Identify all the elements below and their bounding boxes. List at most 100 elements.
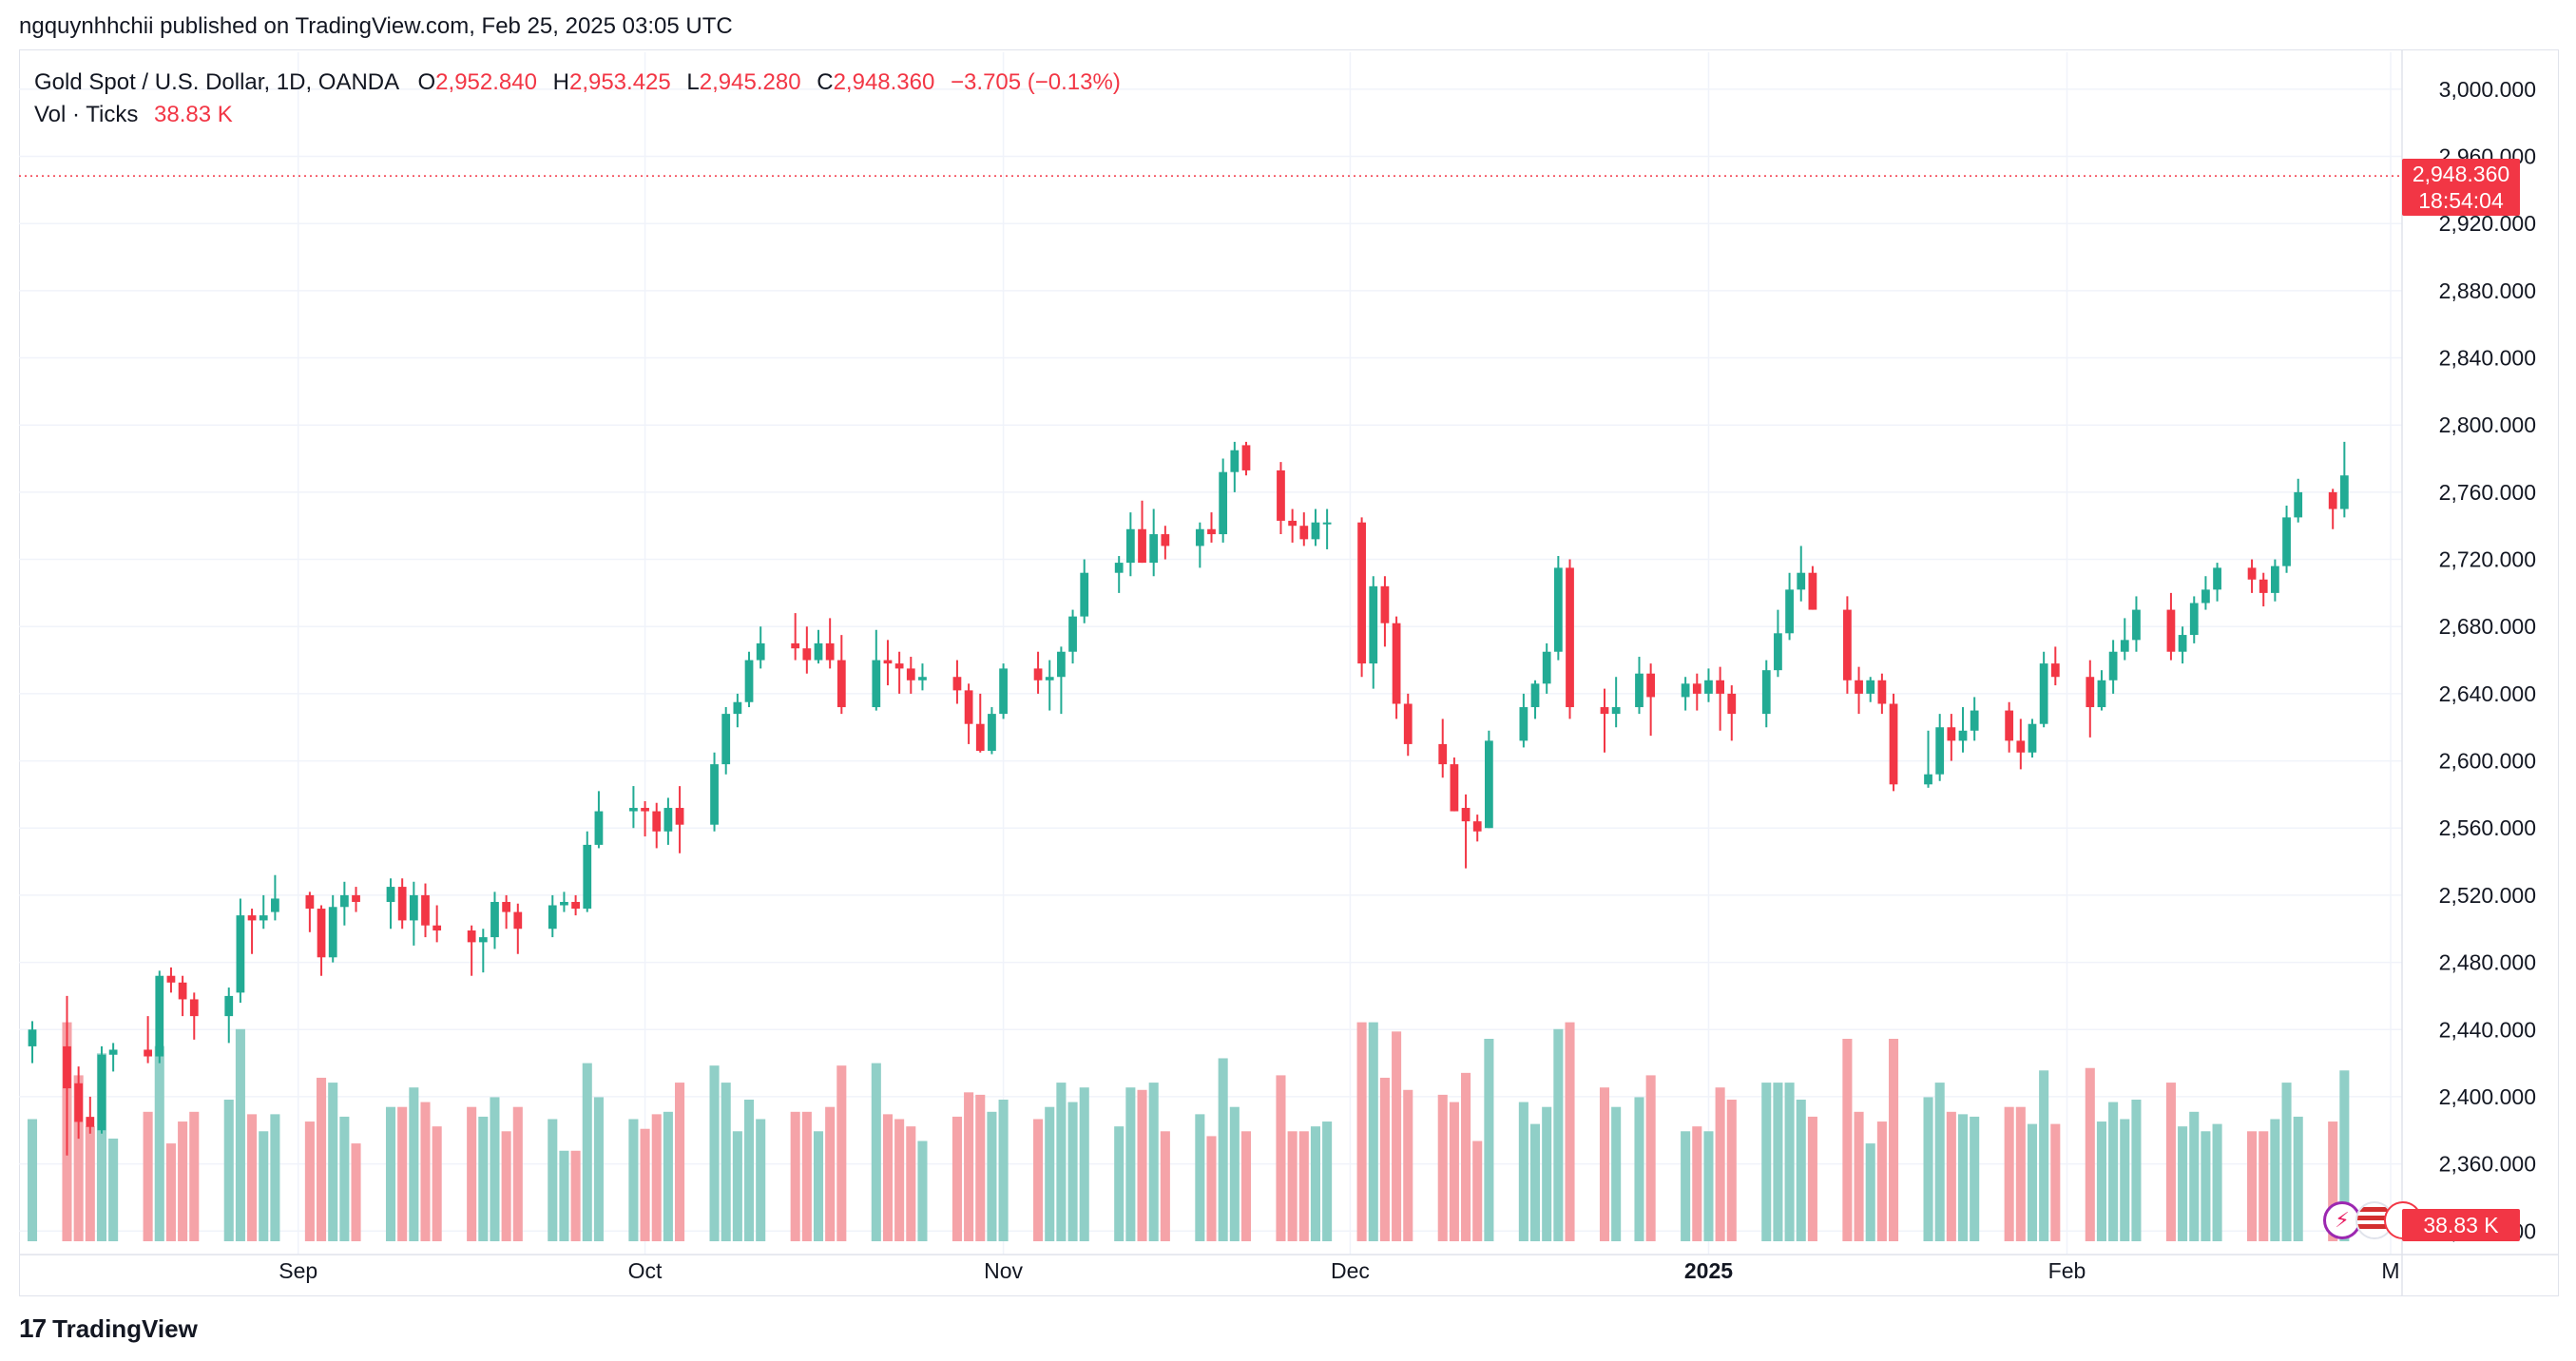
tradingview-logo[interactable]: 17 TradingView	[19, 1313, 198, 1344]
candle-body	[1068, 616, 1077, 652]
candle-body	[2039, 663, 2048, 724]
volume-bar	[1796, 1100, 1806, 1241]
candle-body	[964, 690, 973, 724]
candle-body	[1219, 471, 1228, 535]
last-price-value: 2,948.360	[2412, 162, 2510, 187]
candle-body	[733, 701, 742, 715]
volume-bar	[478, 1116, 489, 1241]
y-tick-label: 2,440.000	[2439, 1017, 2536, 1042]
high-value: 2,953.425	[568, 69, 671, 95]
candle-body	[1947, 727, 1956, 741]
volume-bar	[259, 1131, 269, 1241]
volume-bar	[975, 1094, 986, 1241]
volume-bar	[178, 1121, 188, 1241]
volume-bar	[467, 1106, 477, 1241]
candle-body	[906, 668, 915, 680]
candle-body	[1461, 808, 1471, 822]
volume-bar	[582, 1063, 592, 1241]
volume-bar	[548, 1119, 558, 1241]
volume-bar	[570, 1150, 581, 1241]
candle-body	[1611, 707, 1621, 715]
volume-bar	[2328, 1121, 2338, 1241]
volume-bar	[1195, 1114, 1205, 1241]
volume-bar	[1970, 1116, 1980, 1241]
y-tick-label: 2,800.000	[2439, 412, 2536, 437]
candle-body	[1230, 450, 1240, 472]
symbol-title[interactable]: Gold Spot / U.S. Dollar, 1D, OANDA	[34, 69, 398, 95]
volume-bar	[2085, 1067, 2095, 1241]
volume-bar	[143, 1111, 153, 1241]
candle-body	[872, 660, 881, 708]
volume-bar	[2201, 1131, 2211, 1241]
candle-body	[409, 894, 418, 921]
volume-bar	[1276, 1075, 1286, 1241]
volume-bar	[1322, 1121, 1333, 1241]
candle-body	[108, 1049, 118, 1055]
candle-body	[1161, 534, 1170, 546]
volume-bar	[640, 1128, 650, 1241]
candle-body	[189, 999, 199, 1017]
volume-bar	[825, 1106, 836, 1241]
volume-bar	[2120, 1119, 2130, 1241]
candle-body	[1566, 567, 1574, 708]
candle-body	[825, 642, 835, 661]
candle-body	[663, 808, 673, 832]
volume-bar	[2108, 1102, 2119, 1241]
volume-bar	[1923, 1097, 1933, 1241]
volume-bar	[1368, 1022, 1378, 1241]
volume-bar	[1715, 1087, 1725, 1241]
volume-bar	[247, 1114, 258, 1241]
volume-bar	[882, 1114, 894, 1241]
candle-body	[894, 663, 904, 669]
volume-bar	[1287, 1131, 1298, 1241]
last-price-tag: 2,948.360 18:54:04	[2402, 159, 2520, 217]
volume-bar	[2050, 1123, 2061, 1241]
volume-bar	[235, 1028, 245, 1241]
volume-bar	[1079, 1087, 1089, 1241]
candle-body	[2108, 651, 2118, 680]
volume-bar	[512, 1106, 523, 1241]
candle-body	[339, 894, 349, 908]
candle-body	[988, 714, 996, 751]
symbol-legend: Gold Spot / U.S. Dollar, 1D, OANDA O 2,95…	[34, 67, 1121, 131]
candle-body	[1970, 710, 1979, 731]
volume-bar	[593, 1097, 604, 1241]
volume-bar	[1946, 1111, 1956, 1241]
candle-body	[74, 1083, 84, 1122]
candle-body	[1207, 528, 1216, 535]
volume-bar	[628, 1119, 639, 1241]
open-label: O	[417, 69, 436, 95]
candle-body	[421, 894, 430, 926]
volume-bar	[732, 1131, 742, 1241]
candle-body	[2097, 680, 2106, 708]
volume-bar	[1876, 1121, 1887, 1241]
volume-bar	[27, 1119, 38, 1241]
candle-body	[836, 660, 846, 708]
candle-body	[1450, 764, 1459, 812]
candle-body	[2166, 609, 2176, 652]
volume-bar	[317, 1077, 327, 1241]
candle-body	[2213, 567, 2221, 590]
volume-bar	[385, 1106, 396, 1241]
volume-bar	[1773, 1083, 1783, 1241]
bolt-icon[interactable]: ⚡	[2323, 1201, 2361, 1239]
volume-bar	[1842, 1039, 1853, 1241]
candle-body	[1704, 680, 1713, 694]
candle-body	[259, 915, 268, 921]
candle-body	[1357, 522, 1366, 664]
y-tick-label: 2,560.000	[2439, 815, 2536, 840]
candle-body	[1299, 526, 1309, 540]
volume-bar	[675, 1083, 685, 1241]
candle-body	[2294, 491, 2303, 518]
candle-body	[1600, 707, 1609, 715]
candle-body	[1808, 572, 1817, 610]
candle-body	[918, 677, 927, 680]
candle-body	[28, 1029, 37, 1046]
volume-bar	[1553, 1028, 1564, 1241]
volume-label[interactable]: Vol · Ticks	[34, 102, 139, 127]
change-value: −3.705 (−0.13%)	[951, 69, 1121, 95]
volume-bar	[2270, 1119, 2280, 1241]
volume-bar	[1114, 1126, 1125, 1241]
candle-body	[548, 905, 557, 930]
